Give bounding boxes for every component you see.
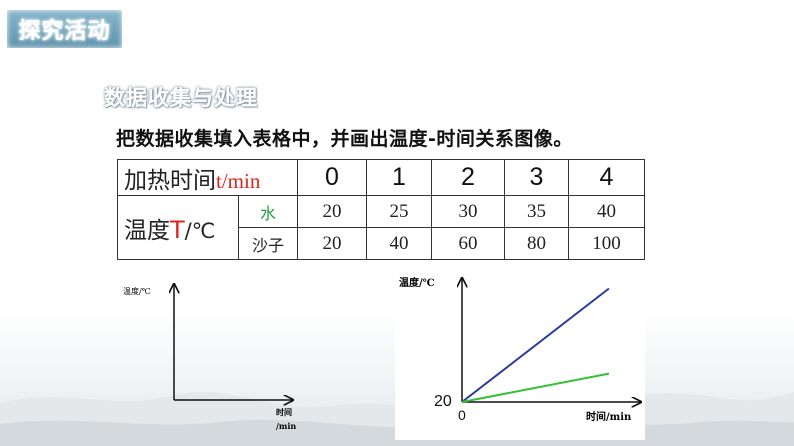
origin-y-tick-label: 20 [434,393,452,410]
value-cell: 60 [431,227,505,260]
x-axis-label-line2: /min [276,421,296,431]
material-cell-water: 水 [238,195,298,228]
time-cell: 1 [366,159,432,196]
value-cell: 35 [504,195,569,228]
temperature-symbol: T [170,215,185,244]
value-cell: 40 [366,227,432,260]
x-axis-label: 时间/min [586,410,632,423]
time-cell: 4 [568,159,645,196]
value-cell: 25 [366,195,432,228]
series-line-sand [461,287,610,403]
section-subtitle: 数据收集与处理 [104,86,258,110]
temperature-unit: /℃ [184,218,216,243]
temperature-label: 温度 [124,217,170,244]
blank-axes-chart: 温度/℃ 时间 /min [123,276,296,431]
value-cell: 100 [568,227,645,260]
time-cell: 3 [504,159,569,196]
data-table: 加热时间t/min 0 1 2 3 4 温度T/℃ 水 20 25 30 35 … [117,159,645,260]
origin-x-tick-label: 0 [458,407,466,423]
time-label: 加热时间 [124,167,216,194]
value-cell: 40 [568,195,645,228]
time-cell: 2 [431,159,505,196]
value-cell: 20 [297,227,367,260]
time-header-cell: 加热时间t/min [117,159,298,196]
y-axis-label: 温度/℃ [399,276,435,289]
value-cell: 20 [297,195,367,228]
section-badge: 探究活动 [7,10,122,48]
time-unit: t/min [216,168,261,193]
table-row: 沙子 20 40 60 80 100 [118,227,645,260]
instruction-text: 把数据收集填入表格中，并画出温度-时间关系图像。 [116,128,573,150]
x-axis-label-line1: 时间 [276,407,292,417]
y-axis-label: 温度/℃ [123,286,151,296]
section-badge-label: 探究活动 [18,19,111,44]
chart-background [395,270,645,440]
table-header-row: 加热时间t/min 0 1 2 3 4 [117,159,645,196]
value-cell: 30 [431,195,505,228]
temperature-time-chart: 温度/℃ 时间/min 20 0 [395,270,645,440]
series-line-water [461,372,610,403]
table-row: 温度T/℃ 水 20 25 30 35 40 [117,195,645,260]
series-layer [461,287,610,403]
value-cell: 80 [504,227,569,260]
material-cell-sand: 沙子 [238,227,298,260]
temperature-header-cell: 温度T/℃ [117,195,239,260]
time-cell: 0 [297,159,367,196]
